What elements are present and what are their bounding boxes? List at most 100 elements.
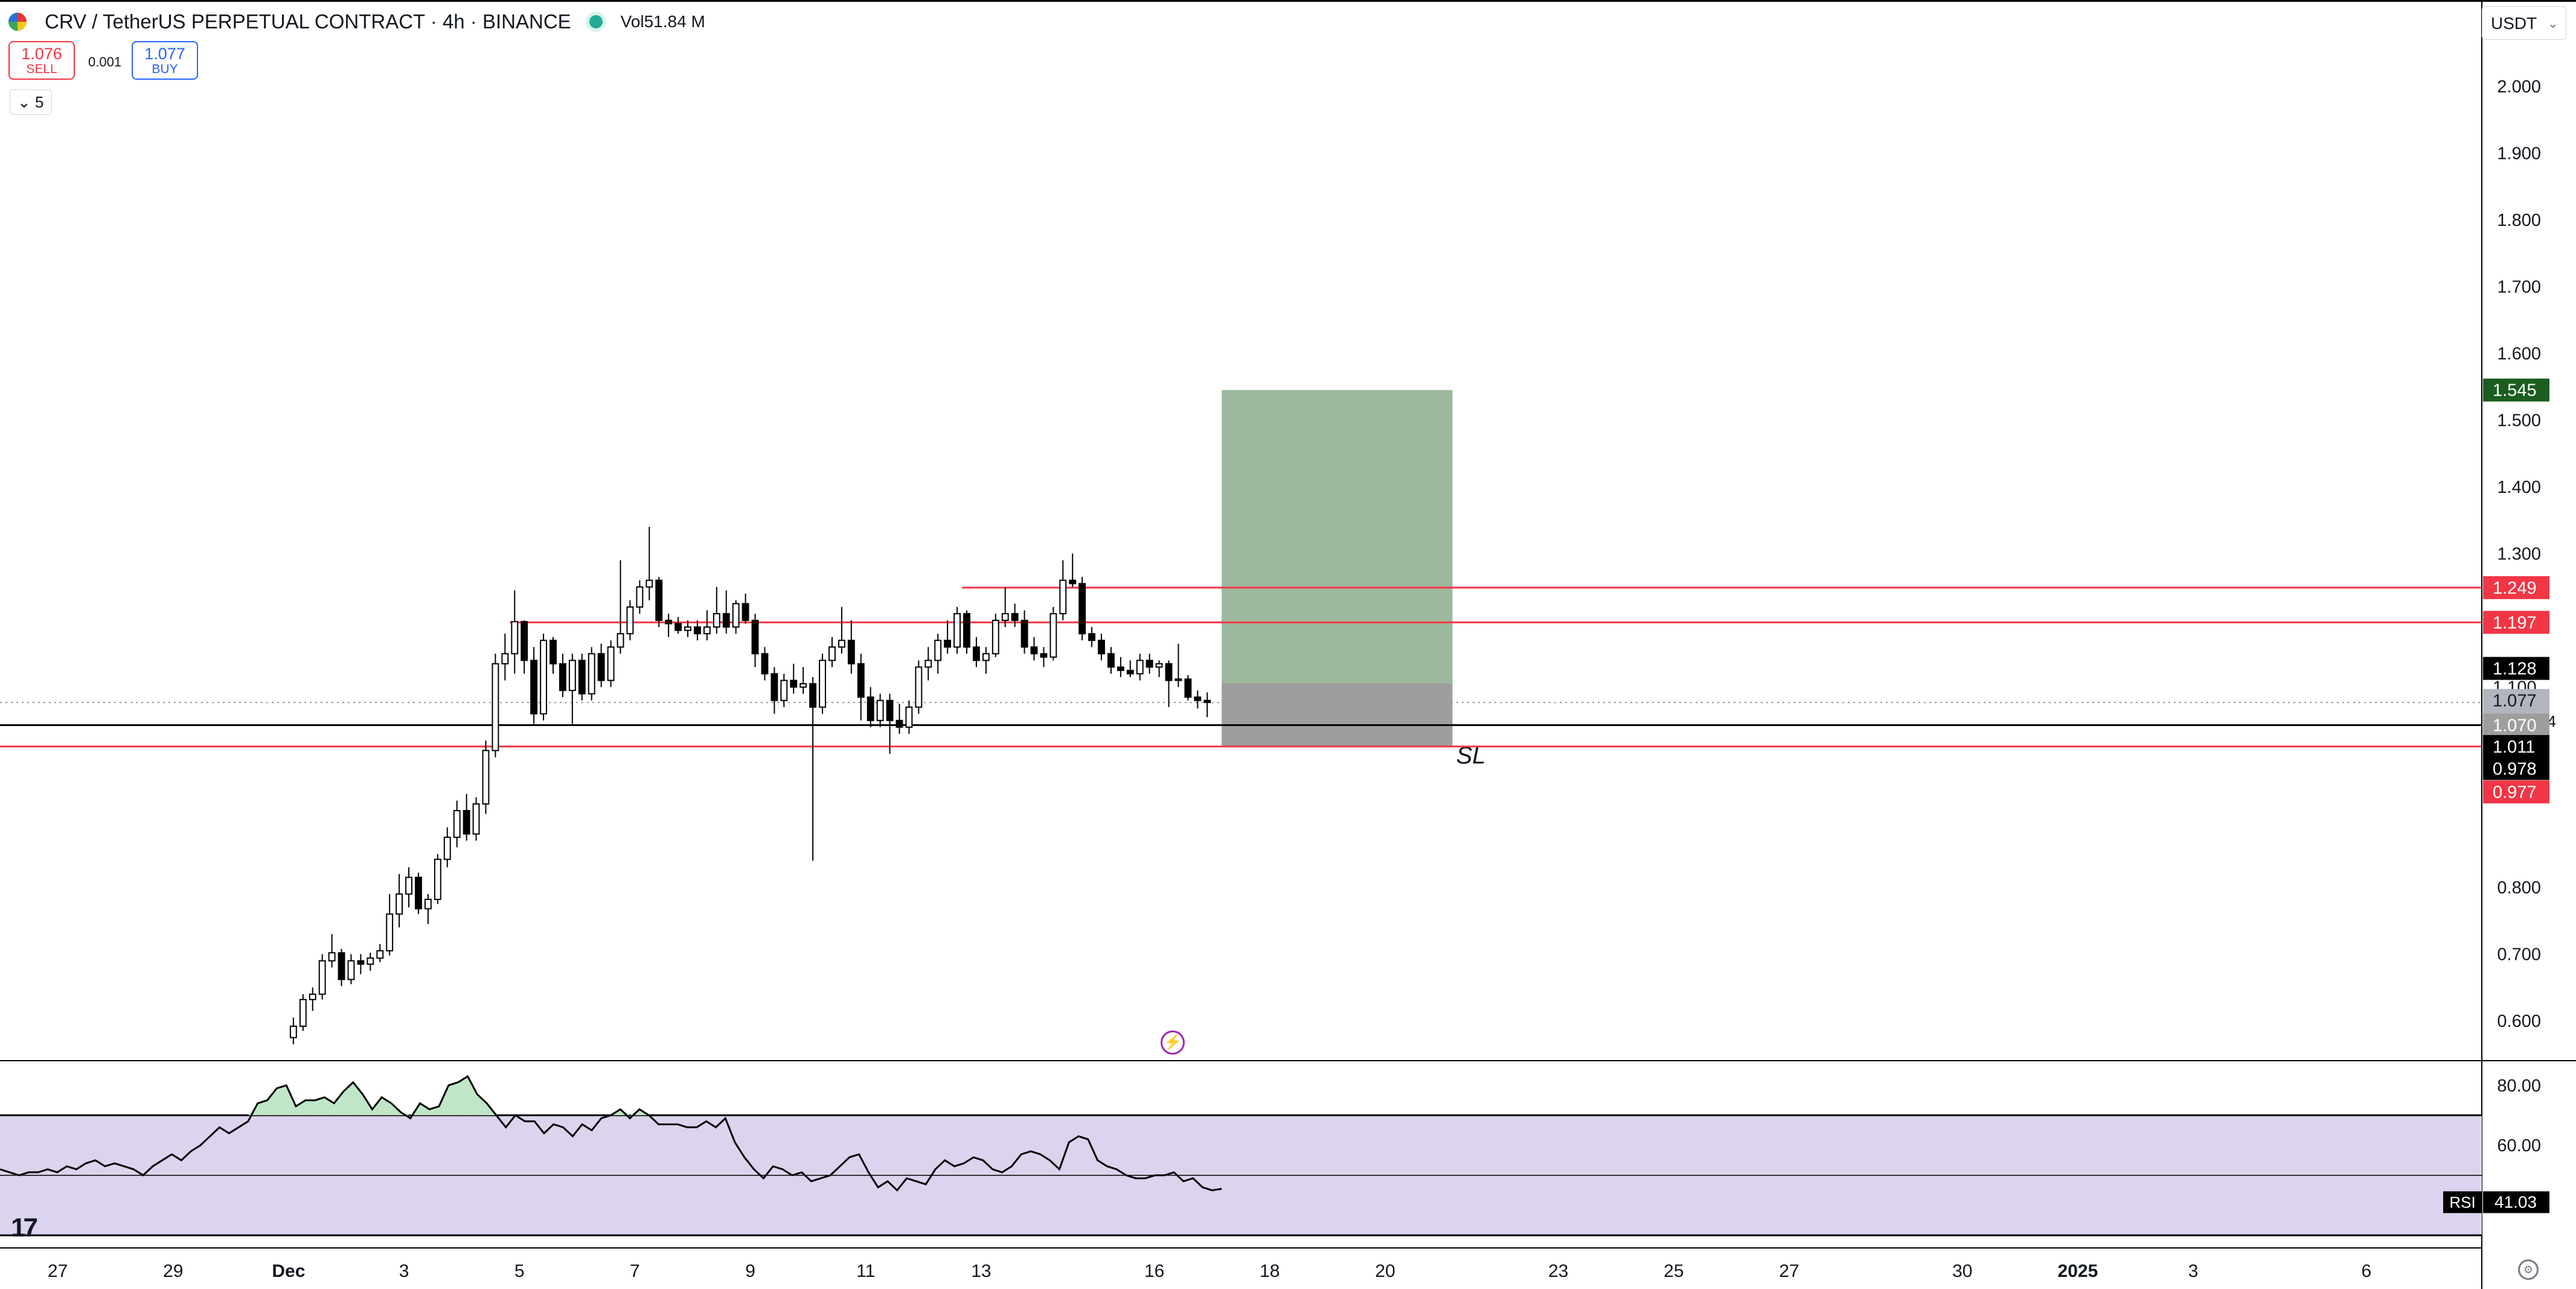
- indicators-count: 5: [35, 93, 44, 111]
- price-tag: [2483, 780, 2549, 804]
- price-tick-label: 0.800: [2497, 878, 2541, 898]
- price-tick-label: 2.000: [2497, 77, 2541, 97]
- candle-body: [732, 603, 740, 628]
- candle-body: [453, 809, 461, 838]
- symbol-title[interactable]: CRV / TetherUS PERPETUAL CONTRACT · 4h ·…: [45, 10, 571, 33]
- time-tick-label: 3: [399, 1261, 409, 1281]
- candle-body: [771, 673, 778, 701]
- time-tick-label: 2025: [2058, 1261, 2098, 1281]
- indicators-collapse-button[interactable]: ⌄ 5: [10, 89, 52, 115]
- candle-body: [924, 660, 932, 668]
- candle-body: [559, 663, 566, 692]
- candle-body: [578, 660, 586, 695]
- rsi-overbought-fill: [448, 1082, 458, 1116]
- candle-body: [472, 803, 480, 835]
- candle-body: [328, 952, 336, 962]
- candle-body: [674, 623, 682, 631]
- rsi-value: 41.03: [2494, 1192, 2537, 1211]
- price-tag-label: 0.977: [2493, 783, 2537, 802]
- time-tick-label: 16: [1144, 1261, 1164, 1281]
- time-tick-label: 30: [1952, 1261, 1972, 1281]
- candle-body: [521, 621, 528, 661]
- candle-body: [1078, 583, 1086, 635]
- stop-zone: [1222, 683, 1453, 747]
- rsi-overbought-fill: [267, 1088, 277, 1116]
- chart-header: CRV / TetherUS PERPETUAL CONTRACT · 4h ·…: [0, 0, 705, 43]
- candle-body: [703, 626, 711, 635]
- candle-body: [1165, 663, 1173, 681]
- candle-body: [1184, 678, 1192, 698]
- candle-body: [492, 663, 499, 751]
- sell-button[interactable]: 1.076 SELL: [8, 41, 75, 80]
- currency-select[interactable]: USDT ⌄: [2482, 6, 2566, 40]
- candle-body: [713, 612, 720, 628]
- candle-body: [694, 626, 701, 635]
- candle-body: [722, 612, 730, 628]
- price-tag: [2483, 378, 2549, 402]
- rsi-overbought-fill: [277, 1085, 287, 1116]
- price-tag-label: 1.545: [2493, 381, 2537, 400]
- price-tag-label: 1.128: [2493, 660, 2537, 679]
- candle-body: [809, 683, 817, 708]
- candle-body: [597, 653, 605, 681]
- price-tick-label: 0.700: [2497, 945, 2541, 965]
- crv-logo-icon: [8, 13, 27, 31]
- price-tick-label: 1.300: [2497, 544, 2541, 564]
- price-tag: [2483, 757, 2549, 780]
- candle-body: [867, 696, 874, 721]
- price-tag: [2483, 713, 2549, 737]
- candle-body: [376, 950, 384, 959]
- candle-body: [511, 621, 519, 655]
- rsi-overbought-fill: [248, 1103, 258, 1116]
- sell-label: SELL: [26, 62, 57, 76]
- volume-label: Vol: [620, 12, 644, 31]
- rsi-overbought-fill: [344, 1082, 353, 1116]
- price-tag-label: 1.011: [2493, 738, 2535, 757]
- sell-price: 1.076: [21, 45, 62, 63]
- time-tick-label: 3: [2188, 1261, 2199, 1281]
- candle-body: [1001, 612, 1009, 622]
- buy-button[interactable]: 1.077 BUY: [132, 41, 198, 80]
- buy-price: 1.077: [144, 45, 185, 63]
- candle-body: [838, 640, 845, 648]
- rsi-overbought-fill: [257, 1100, 268, 1116]
- candle-body: [309, 993, 316, 1000]
- candle-body: [799, 683, 807, 688]
- candle-body: [828, 646, 836, 661]
- candle-body: [915, 666, 923, 708]
- rsi-overbought-fill: [382, 1097, 392, 1116]
- price-tag: [2483, 576, 2549, 599]
- rsi-overbought-fill: [286, 1085, 296, 1116]
- price-tag: [2483, 657, 2549, 680]
- lightning-icon[interactable]: ⚡: [1161, 1030, 1185, 1055]
- rsi-overbought-fill: [420, 1103, 430, 1116]
- tradingview-logo[interactable]: 17: [11, 1213, 38, 1242]
- chevron-down-icon: ⌄: [18, 93, 31, 111]
- candle-body: [1088, 633, 1096, 641]
- rsi-overbought-fill: [458, 1076, 468, 1116]
- time-tick-label: 9: [745, 1261, 755, 1281]
- time-tick-label: 11: [856, 1261, 875, 1281]
- candle-body: [1011, 612, 1019, 622]
- candle-body: [347, 960, 355, 980]
- candle-body: [338, 952, 345, 980]
- candle-body: [636, 586, 644, 608]
- candle-body: [1203, 699, 1211, 703]
- candle-body: [963, 612, 970, 648]
- candle-body: [607, 646, 615, 681]
- candle-body: [896, 719, 903, 728]
- market-status-icon[interactable]: [589, 15, 603, 28]
- candle-body: [1059, 579, 1067, 614]
- rsi-name-tag: [2443, 1191, 2482, 1213]
- candle-body: [424, 898, 432, 910]
- candle-body: [1098, 640, 1105, 655]
- candle-body: [665, 620, 673, 625]
- time-tick-label: 13: [971, 1261, 991, 1281]
- time-tick-label: 27: [1779, 1261, 1799, 1281]
- candle-body: [1136, 660, 1144, 675]
- settings-icon[interactable]: ⚙: [2518, 1259, 2539, 1280]
- time-tick-label: 27: [48, 1261, 68, 1281]
- candle-body: [646, 579, 653, 588]
- candle-body: [857, 663, 865, 698]
